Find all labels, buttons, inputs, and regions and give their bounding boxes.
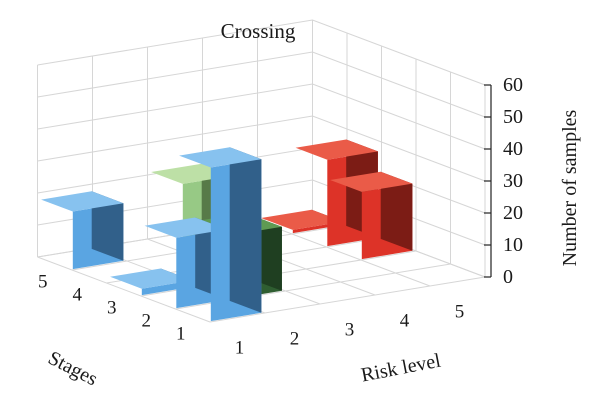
- z-gridline: [37, 51, 486, 118]
- risk-level-tick-label: 5: [455, 302, 465, 323]
- bar-top-face: [144, 217, 227, 238]
- z-gridline: [37, 83, 486, 150]
- risk-level-tick-label: 3: [345, 320, 355, 341]
- x-axis-label: Stages: [44, 347, 101, 390]
- z-tick-label: 0: [503, 266, 513, 288]
- bar-stage-1-risk-1: [179, 147, 262, 322]
- bar-side-face: [380, 171, 413, 251]
- bar-top-face: [261, 209, 344, 230]
- z-tick-label: 30: [503, 170, 523, 192]
- stage-tick-label: 5: [38, 272, 48, 293]
- bar-side-face: [229, 147, 262, 313]
- bars-layer: [41, 139, 413, 322]
- z-tick-label: 10: [503, 234, 523, 256]
- bar-top-face: [330, 171, 413, 192]
- risk-level-tick-label: 1: [235, 338, 245, 359]
- bar-top-face: [295, 139, 378, 160]
- risk-level-tick-label: 4: [400, 311, 410, 332]
- risk-level-tick-label: 2: [290, 329, 300, 350]
- bar-stage-3-risk-5: [330, 171, 413, 260]
- bar-top-face: [179, 147, 262, 168]
- bar-top-face: [110, 268, 193, 289]
- stage-tick-label: 4: [73, 285, 83, 306]
- bar-stage-5-risk-1: [41, 191, 124, 270]
- stage-tick-label: 3: [107, 298, 117, 319]
- stage-tick-label: 2: [142, 311, 152, 332]
- z-tick-label: 60: [503, 74, 523, 96]
- axis-layer: 0 10 20 30 40 50 60 1 2 3 4 5 1 2 3 4 5: [38, 74, 523, 359]
- floor-gridline: [209, 276, 486, 323]
- z-tick-label: 20: [503, 202, 523, 224]
- floor-gridline: [37, 256, 211, 323]
- bar-top-face: [41, 191, 124, 212]
- floor-gridline: [257, 220, 431, 287]
- z-tick-label: 50: [503, 106, 523, 128]
- z-tick-label: 40: [503, 138, 523, 160]
- chart-title: Crossing: [221, 19, 296, 43]
- z-axis-label: Number of samples: [559, 109, 581, 266]
- stage-tick-label: 1: [176, 324, 186, 345]
- bar-side-face: [91, 191, 124, 261]
- y-axis-label: Risk level: [359, 350, 443, 387]
